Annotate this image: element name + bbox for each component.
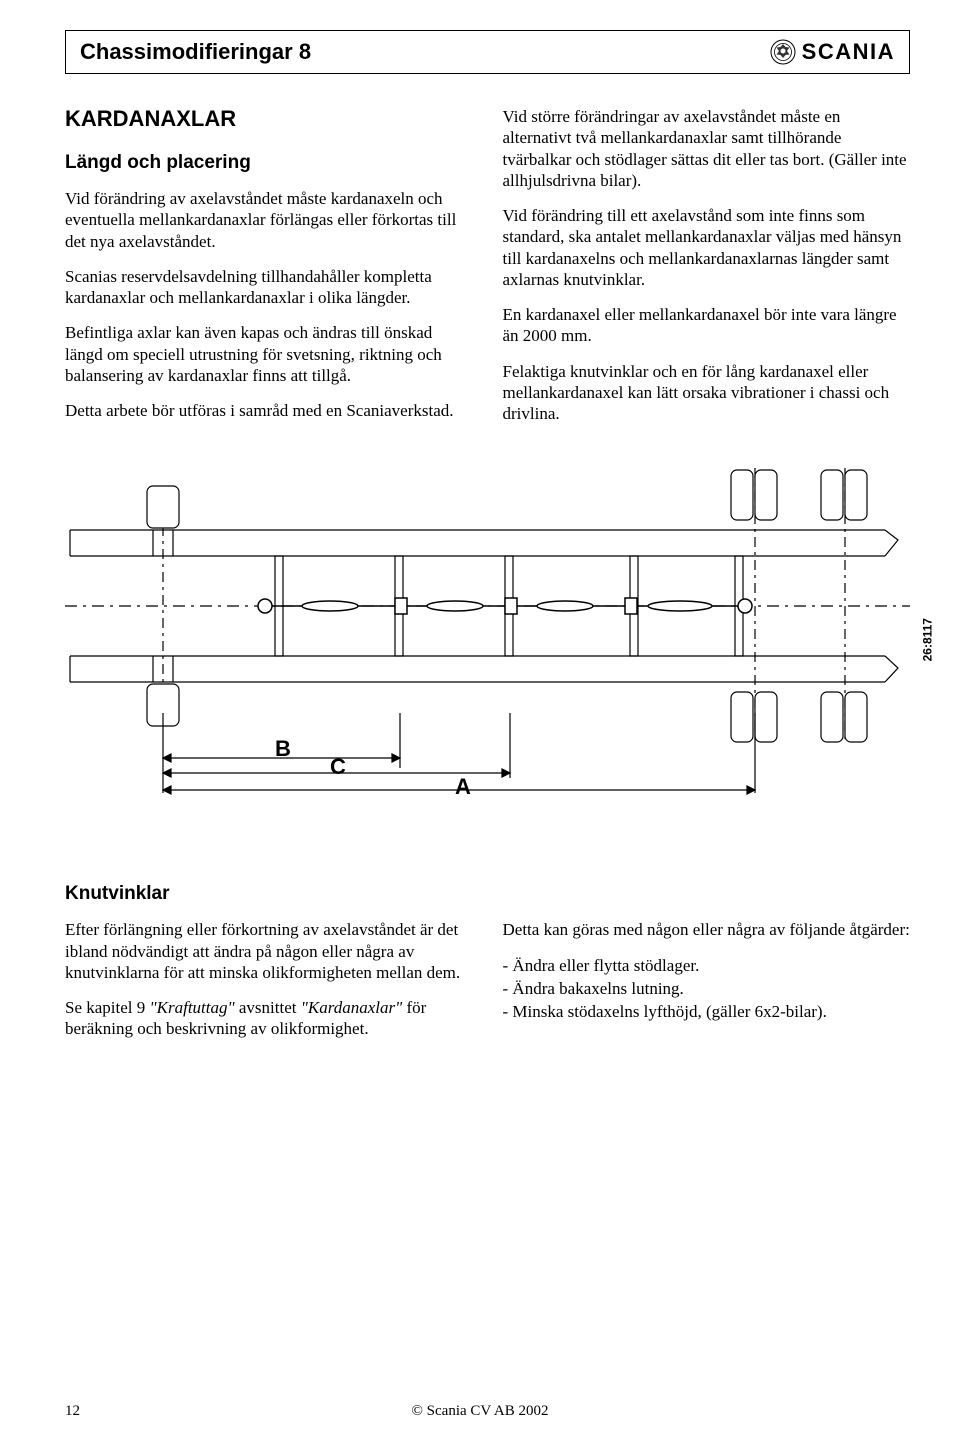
header-box: Chassimodifieringar 8 SCANIA (65, 30, 910, 74)
body-paragraph: - Ändra bakaxelns lutning. (503, 978, 911, 999)
body-paragraph: Vid förändring av axelavståndet måste ka… (65, 188, 473, 252)
body-paragraph: Felaktiga knutvinklar och en för lång ka… (503, 361, 911, 425)
text-run: Se kapitel 9 (65, 998, 150, 1017)
scania-wordmark: SCANIA (802, 39, 895, 65)
body-paragraph: Detta kan göras med någon eller några av… (503, 919, 911, 940)
body-paragraph: Efter förlängning eller förkortning av a… (65, 919, 473, 983)
subsection-heading: Knutvinklar (65, 883, 910, 905)
text-run: avsnittet (235, 998, 301, 1017)
text-run-italic: "Kardanaxlar" (301, 998, 403, 1017)
column-left: KARDANAXLAR Längd och placering Vid förä… (65, 106, 473, 438)
two-column-lower: Efter förlängning eller förkortning av a… (65, 919, 910, 1053)
column-left: Efter förlängning eller förkortning av a… (65, 919, 473, 1053)
column-right: Vid större förändringar av axelavståndet… (503, 106, 911, 438)
chapter-title: Chassimodifieringar 8 (80, 39, 311, 65)
page-number: 12 (65, 1403, 80, 1420)
section-heading: KARDANAXLAR (65, 106, 473, 132)
column-right: Detta kan göras med någon eller några av… (503, 919, 911, 1053)
page-container: Chassimodifieringar 8 SCANIA KARDANAXLAR… (0, 0, 960, 1054)
body-paragraph: Vid förändring till ett axelavstånd som … (503, 205, 911, 290)
body-paragraph: En kardanaxel eller mellankardanaxel bör… (503, 304, 911, 347)
subsection-heading: Längd och placering (65, 152, 473, 174)
page-footer: 12 © Scania CV AB 2002 (0, 1403, 960, 1420)
two-column-body: KARDANAXLAR Längd och placering Vid förä… (65, 106, 910, 438)
body-paragraph: Se kapitel 9 "Kraftuttag" avsnittet "Kar… (65, 997, 473, 1040)
body-paragraph: - Ändra eller flytta stödlager. (503, 955, 911, 976)
body-paragraph: Scanias reservdelsavdelning tillhandahål… (65, 266, 473, 309)
dimension-label-a: A (455, 774, 471, 800)
figure-code: 26:8117 (920, 618, 934, 661)
body-paragraph: Vid större förändringar av axelavståndet… (503, 106, 911, 191)
text-run-italic: "Kraftuttag" (150, 998, 235, 1017)
scania-emblem-icon (770, 39, 796, 65)
body-paragraph: Befintliga axlar kan även kapas och ändr… (65, 322, 473, 386)
dimension-label-b: B (275, 736, 291, 762)
chassis-diagram: B C A 26:8117 (65, 468, 910, 828)
dimension-label-c: C (330, 754, 346, 780)
body-paragraph: - Minska stödaxelns lyfthöjd, (gäller 6x… (503, 1001, 911, 1022)
body-paragraph: Detta arbete bör utföras i samråd med en… (65, 400, 473, 421)
copyright-text: © Scania CV AB 2002 (412, 1403, 549, 1420)
scania-logo: SCANIA (770, 39, 895, 65)
